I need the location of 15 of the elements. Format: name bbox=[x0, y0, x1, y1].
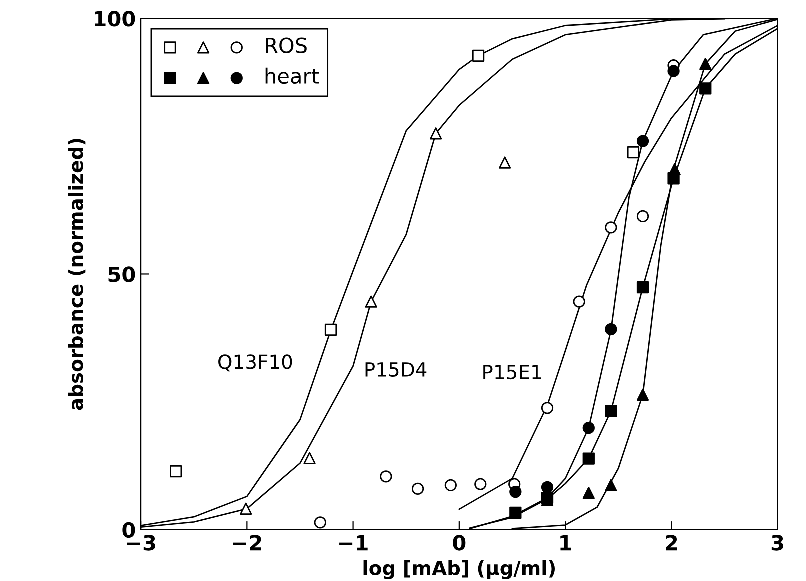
legend-label: ROS bbox=[266, 38, 307, 54]
x-tick-label: −2 bbox=[233, 535, 262, 551]
y-tick-label: 100 bbox=[95, 11, 136, 27]
x-tick-label: 2 bbox=[666, 535, 678, 551]
x-axis-title: log [mAb] (µg/ml) bbox=[364, 560, 556, 580]
legend-label: heart bbox=[266, 68, 319, 84]
x-tick-label: 0 bbox=[453, 535, 466, 551]
x-tick-label: 3 bbox=[772, 535, 784, 551]
annotation: P15E1 bbox=[484, 365, 542, 380]
annotation: Q13F10 bbox=[218, 354, 292, 372]
x-tick-label: 1 bbox=[560, 535, 572, 551]
x-tick-label: −1 bbox=[340, 535, 368, 551]
y-axis-title: absorbance (normalized) bbox=[68, 139, 86, 410]
y-tick-label: 50 bbox=[108, 266, 136, 282]
annotation: P15D4 bbox=[366, 362, 427, 378]
